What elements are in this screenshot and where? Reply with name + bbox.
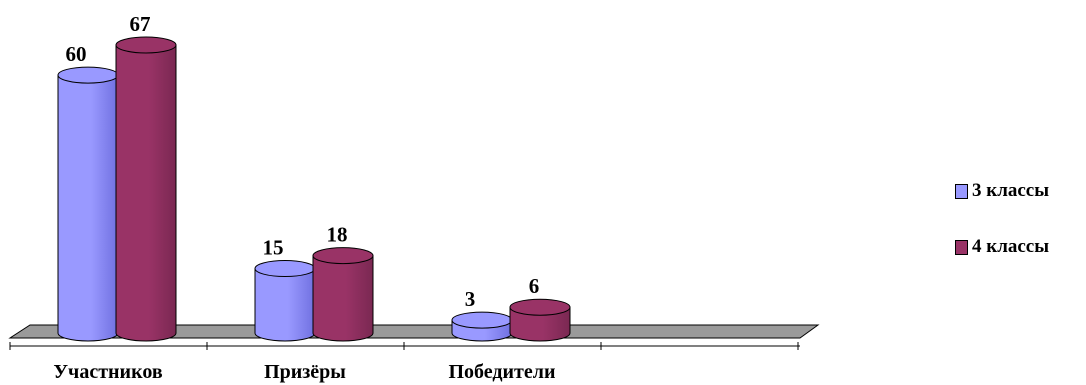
- data-label-2-0: 3: [465, 287, 476, 311]
- category-label-0: Участников: [53, 361, 162, 383]
- bar-top-0-1: [115, 36, 177, 54]
- bar-0-1: [115, 44, 177, 342]
- legend-swatch-3-klassy: [955, 183, 968, 199]
- bar-top-1-1: [312, 247, 374, 265]
- data-label-0-1: 67: [130, 12, 151, 36]
- legend-label-3-klassy: 3 классы: [972, 180, 1050, 201]
- bar-1-0: [254, 268, 316, 342]
- legend-item-3-klassy: 3 классы: [955, 178, 1086, 204]
- bar-0-0: [57, 74, 119, 342]
- bar-top-2-0: [451, 311, 513, 329]
- data-label-1-1: 18: [327, 223, 348, 247]
- bar-top-1-0: [254, 260, 316, 278]
- legend: 3 классы 4 классы: [955, 178, 1086, 290]
- category-label-2: Победители: [449, 361, 556, 383]
- legend-swatch-4-klassy: [955, 239, 968, 255]
- data-label-0-0: 60: [66, 42, 87, 66]
- category-label-1: Призёры: [264, 361, 346, 383]
- data-label-1-0: 15: [263, 236, 284, 260]
- legend-item-4-klassy: 4 классы: [955, 234, 1086, 260]
- data-label-2-1: 6: [529, 274, 540, 298]
- bar-1-1: [312, 255, 374, 342]
- bar-top-2-1: [509, 298, 571, 316]
- bar-top-0-0: [57, 66, 119, 84]
- bar-2-1: [509, 306, 571, 342]
- legend-label-4-klassy: 4 классы: [972, 236, 1050, 257]
